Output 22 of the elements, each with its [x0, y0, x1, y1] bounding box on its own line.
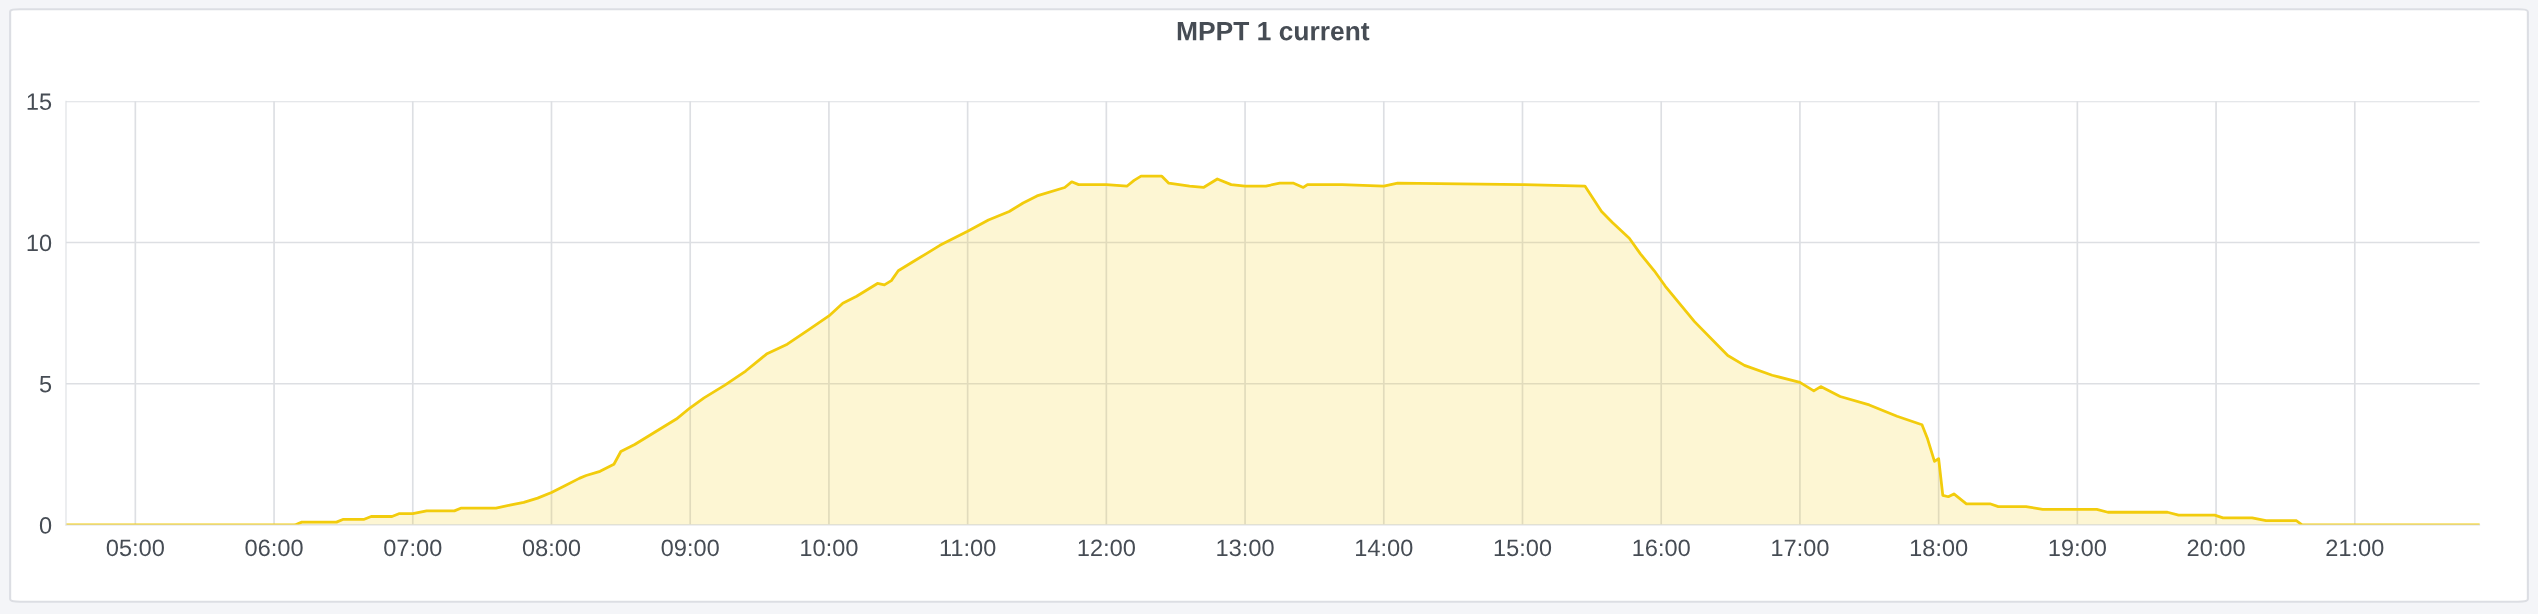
x-tick-label: 13:00 — [1217, 539, 1274, 557]
x-tick-label: 09:00 — [661, 539, 719, 557]
x-tick-label: 05:00 — [106, 539, 164, 557]
y-tick-label: 15 — [27, 93, 52, 111]
y-tick-label: 10 — [27, 234, 52, 252]
x-tick-label: 08:00 — [522, 539, 581, 557]
x-tick-label: 17:00 — [1772, 539, 1829, 557]
y-tick-label: 0 — [39, 517, 52, 534]
chart-title: MPPT 1 current — [1177, 22, 1370, 41]
x-tick-label: 11:00 — [940, 539, 996, 557]
x-tick-label: 18:00 — [1910, 539, 1968, 557]
x-tick-label: 07:00 — [384, 539, 442, 557]
x-tick-label: 12:00 — [1078, 539, 1135, 557]
x-tick-label: 06:00 — [245, 539, 303, 557]
x-tick-label: 20:00 — [2187, 539, 2245, 557]
y-tick-label: 5 — [39, 376, 52, 393]
x-tick-label: 21:00 — [2326, 539, 2384, 557]
x-tick-label: 15:00 — [1494, 539, 1552, 557]
x-tick-label: 14:00 — [1356, 539, 1413, 557]
x-tick-label: 19:00 — [2049, 539, 2106, 557]
x-tick-label: 16:00 — [1633, 539, 1690, 557]
x-tick-label: 10:00 — [801, 539, 858, 557]
